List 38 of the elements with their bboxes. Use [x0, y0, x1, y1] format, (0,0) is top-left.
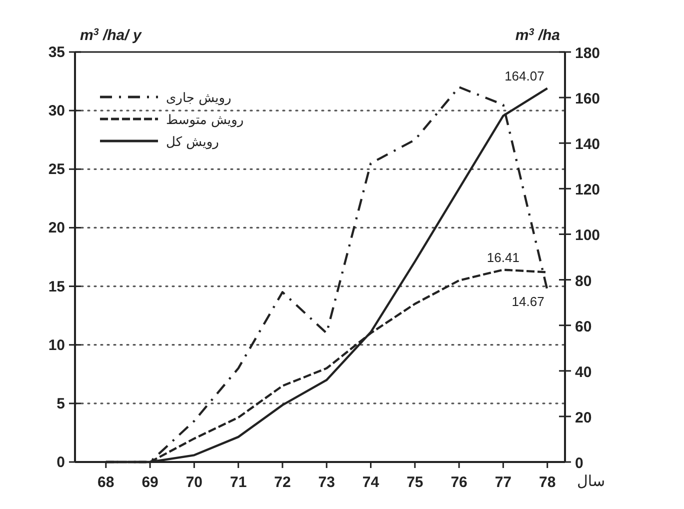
- x-tick-label: 78: [539, 474, 556, 491]
- x-tick-label: 73: [318, 474, 335, 491]
- y-tick-label: 5: [56, 395, 65, 412]
- y2-axis-title: m$^{3}$ /ha: [515, 26, 560, 44]
- legend-label: رویش متوسط: [166, 113, 244, 128]
- x-tick-label: 74: [362, 474, 380, 491]
- y-tick-label: 15: [48, 278, 65, 296]
- x-tick-label: 70: [186, 474, 203, 491]
- x-tick-label: 72: [274, 474, 291, 491]
- data-label: 14.67: [512, 294, 544, 310]
- y-tick-label: 0: [56, 454, 65, 471]
- x-tick-label: 71: [230, 474, 247, 491]
- y-tick-label: 30: [48, 102, 65, 120]
- x-tick-label: 75: [406, 474, 424, 491]
- y-axis-title: m$^{3}$ /ha/ y: [80, 26, 142, 44]
- y2-tick-label: 120: [575, 182, 600, 199]
- y-tick-label: 25: [48, 161, 65, 178]
- x-tick-label: 77: [494, 474, 512, 491]
- y2-tick-label: 100: [575, 227, 600, 244]
- y-tick-label: 35: [48, 44, 65, 61]
- y2-tick-label: 180: [575, 45, 600, 62]
- y-tick-label: 10: [48, 336, 65, 354]
- y2-tick-label: 160: [575, 90, 600, 108]
- y2-tick-label: 140: [575, 136, 600, 154]
- x-axis-title: سال: [577, 472, 606, 490]
- legend-label: رویش کل: [166, 135, 219, 150]
- y2-tick-label: 40: [575, 364, 592, 381]
- y2-tick-label: 0: [575, 455, 584, 472]
- y2-tick-label: 80: [575, 272, 592, 290]
- x-tick-label: 69: [142, 474, 158, 491]
- y2-tick-label: 60: [575, 318, 592, 336]
- x-tick-label: 76: [450, 474, 468, 491]
- data-label: 16.41: [486, 250, 520, 265]
- y-tick-label: 20: [48, 220, 65, 237]
- x-tick-label: 68: [98, 474, 114, 491]
- y2-tick-label: 20: [575, 409, 592, 426]
- data-label: 164.07: [504, 68, 544, 84]
- legend-label: رویش جاری: [166, 91, 232, 106]
